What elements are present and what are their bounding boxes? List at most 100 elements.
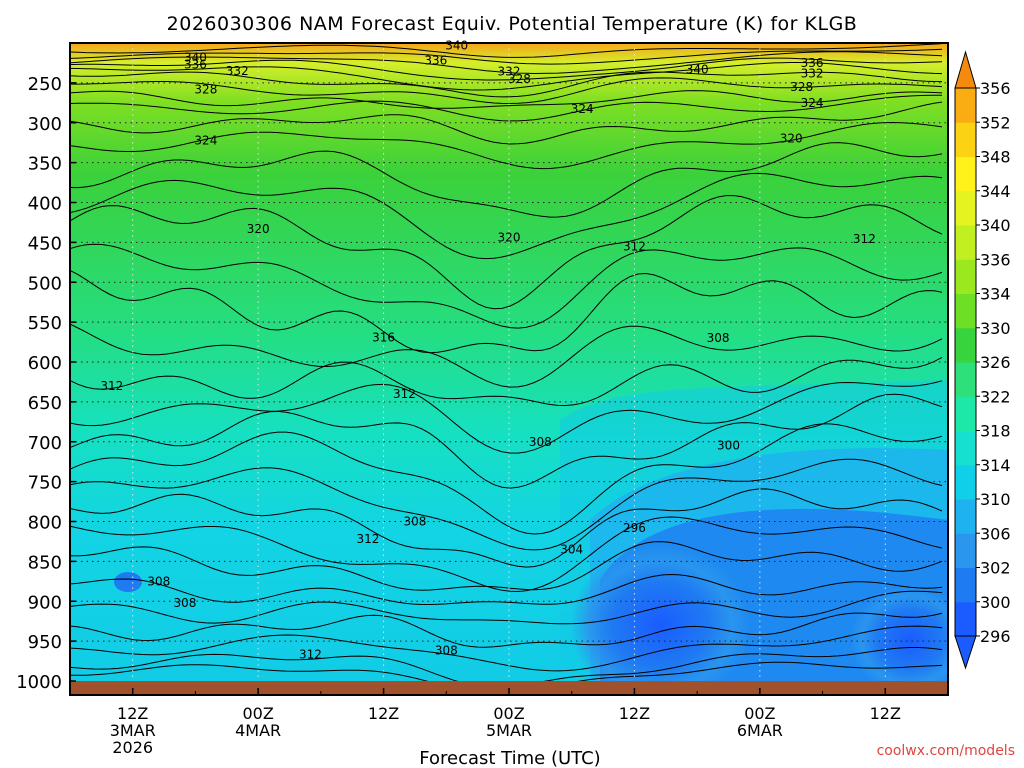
- time-tick-label: 12Z: [619, 704, 650, 723]
- colorbar-segment: [955, 567, 976, 603]
- contour-label: 308: [147, 574, 170, 588]
- cold-pool-core: [570, 545, 750, 695]
- time-tick-label: 12Z: [117, 704, 148, 723]
- colorbar-label: 310: [980, 490, 1011, 509]
- pressure-tick-label: 600: [28, 353, 62, 374]
- colorbar-label: 326: [980, 353, 1011, 372]
- colorbar-bottom-arrow: [954, 635, 977, 670]
- pressure-tick-label: 650: [28, 393, 62, 414]
- pressure-tick-label: 350: [28, 154, 62, 175]
- colorbar-segment: [955, 396, 976, 431]
- warm-layer-top: [390, 43, 910, 110]
- contour-label: 320: [498, 231, 521, 245]
- pressure-tick-label: 550: [28, 313, 62, 334]
- colorbar-segment: [955, 225, 976, 260]
- colorbar-label: 302: [980, 559, 1011, 578]
- colorbar-segment: [955, 601, 976, 637]
- colorbar-label: 306: [980, 524, 1011, 543]
- contour-label: 340: [184, 50, 207, 64]
- contour-label: 336: [424, 54, 447, 68]
- contour-line: [70, 43, 943, 58]
- contour-label: 324: [571, 102, 594, 116]
- contour-label: 308: [403, 515, 426, 529]
- colorbar-label: 356: [980, 79, 1011, 98]
- contour-label: 312: [299, 648, 322, 662]
- contour-label: 316: [372, 330, 395, 344]
- contour-label: 296: [623, 521, 646, 535]
- contour-line: [70, 590, 943, 625]
- colorbar: 296 300 302 306 310 314 318 322 326 330 334 336 340 3…: [954, 50, 1011, 670]
- x-axis-label: Forecast Time (UTC): [419, 748, 600, 768]
- colorbar-segment: [955, 499, 976, 534]
- colorbar-label: 336: [980, 250, 1011, 269]
- contour-line: [70, 458, 943, 551]
- contour-line: [70, 243, 943, 329]
- pressure-tick-label: 800: [28, 513, 62, 534]
- warm-layer-top-left: [70, 43, 470, 80]
- pressure-tick-label: 950: [28, 632, 62, 653]
- contour-line: [70, 51, 943, 75]
- cold-pocket-west: [114, 572, 142, 592]
- contour-line: [70, 94, 942, 122]
- pressure-tick-label: 500: [28, 273, 62, 294]
- contour-label: 320: [780, 132, 803, 146]
- contour-line: [70, 172, 943, 260]
- time-tick-label: 00Z: [493, 704, 524, 723]
- contour-label: 336: [801, 56, 824, 70]
- contour-line: [70, 269, 943, 354]
- contour-label: 304: [560, 542, 583, 556]
- pressure-tick-label: 400: [28, 194, 62, 215]
- contour-label: 300: [717, 439, 740, 453]
- contour-line: [70, 393, 943, 489]
- contour-label: 340: [686, 62, 709, 76]
- time-tick-label: 00Z: [744, 704, 775, 723]
- pressure-tick-label: 750: [28, 473, 62, 494]
- pressure-tick-label: 300: [28, 114, 62, 135]
- pressure-axis: 250 300 350 400 450 500 550 600 650 700 750 800 850 9…: [16, 74, 76, 693]
- contour-line: [70, 323, 943, 388]
- colorbar-label: 334: [980, 285, 1011, 304]
- colorbar-segment: [955, 464, 976, 500]
- contour-line: [70, 625, 943, 672]
- time-tick-label: 3MAR: [110, 721, 156, 740]
- contour-line: [70, 90, 943, 109]
- colorbar-top-arrow: [954, 50, 977, 89]
- contour-line: [70, 612, 943, 648]
- contour-label: 332: [801, 66, 824, 80]
- colorbar-label: 344: [980, 182, 1011, 201]
- pressure-tick-label: 900: [28, 592, 62, 613]
- colorbar-segment: [955, 190, 976, 226]
- contour-label: 324: [801, 96, 824, 110]
- time-tick-label: 00Z: [242, 704, 273, 723]
- contour-line: [70, 62, 943, 91]
- contour-label: 332: [498, 65, 521, 79]
- colorbar-label: 296: [980, 627, 1011, 646]
- colorbar-label: 314: [980, 456, 1011, 475]
- contour-label: 312: [356, 532, 379, 546]
- contour-label: 328: [194, 82, 217, 96]
- contour-label: 340: [445, 38, 468, 52]
- contour-line: [70, 57, 943, 81]
- pressure-tick-label: 700: [28, 433, 62, 454]
- colorbar-segment: [955, 88, 976, 123]
- time-tick-label: 5MAR: [486, 721, 532, 740]
- contour-line: [70, 488, 943, 568]
- contour-label: 308: [529, 435, 552, 449]
- pressure-tick-label: 450: [28, 233, 62, 254]
- site-credit: coolwx.com/models: [877, 743, 1015, 759]
- contour-label: 308: [707, 331, 730, 345]
- colorbar-label: 322: [980, 387, 1011, 406]
- contour-line: [70, 121, 943, 170]
- contour-label: 324: [194, 133, 217, 147]
- chart-title: 2026030306 NAM Forecast Equiv. Potential…: [167, 13, 858, 35]
- colorbar-label: 340: [980, 216, 1011, 235]
- contour-line: [70, 380, 943, 454]
- colorbar-segment: [955, 122, 976, 157]
- colorbar-segment: [955, 156, 976, 192]
- cold-pool-east: [850, 585, 948, 695]
- pressure-gridlines: [70, 43, 948, 681]
- contour-line: [70, 516, 943, 593]
- time-tick-label: 6MAR: [737, 721, 783, 740]
- colorbar-segment: [955, 259, 976, 294]
